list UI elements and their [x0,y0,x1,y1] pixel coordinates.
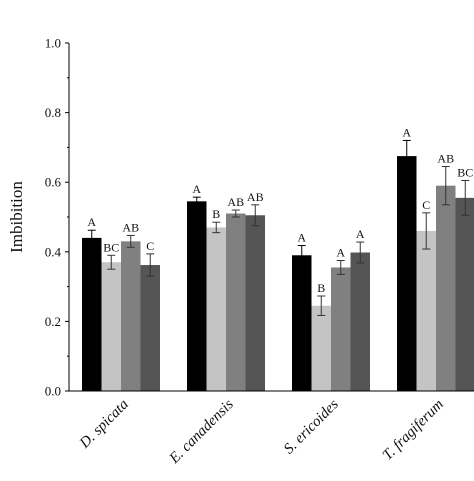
significance-label: A [336,246,345,260]
bar [187,201,207,391]
significance-label: A [297,231,306,245]
bar [331,267,351,391]
significance-label: A [356,227,365,241]
significance-label: B [212,207,220,221]
significance-label: A [192,182,201,196]
bar [436,185,456,391]
bar [292,255,312,391]
significance-label: AB [437,152,454,166]
x-axis-category-labels: D. spicata E. canadensis S. ericoides T. fr… [76,396,447,467]
bar [416,230,436,391]
y-tick-label: 1.0 [45,36,61,51]
y-tick-label: 0.0 [45,384,61,399]
bar [101,262,121,391]
x-category-label: E. canadensis [166,396,237,467]
significance-label: A [402,125,411,139]
bar [311,305,331,391]
y-axis-title: Imbibition [7,181,26,253]
x-category-label: T. fragiferum [380,396,447,463]
significance-label: AB [247,190,264,204]
x-category-label: S. ericoides [281,396,342,457]
y-tick-label: 0.2 [45,314,61,329]
bar [350,252,370,391]
x-category-label: D. spicata [76,397,132,453]
bar [455,197,474,391]
bar [206,227,226,391]
significance-label: BC [457,165,473,179]
significance-label: C [422,198,430,212]
significance-label: BC [103,240,119,254]
significance-label: AB [122,220,139,234]
bar [245,215,265,391]
significance-label: A [87,215,96,229]
y-tick-label: 0.8 [45,105,61,120]
bar [140,265,160,391]
bar [226,213,246,391]
significance-label: C [146,239,154,253]
bar [82,237,102,391]
bars-group [82,156,474,391]
y-tick-label: 0.4 [45,244,62,259]
significance-label: B [317,281,325,295]
bar [121,241,141,391]
y-axis-ticks: 0.0 0.2 0.4 0.6 0.8 1.0 [45,36,69,399]
bar [397,156,417,391]
y-tick-label: 0.6 [45,175,62,190]
significance-label: AB [227,195,244,209]
error-bars-group [87,139,470,316]
